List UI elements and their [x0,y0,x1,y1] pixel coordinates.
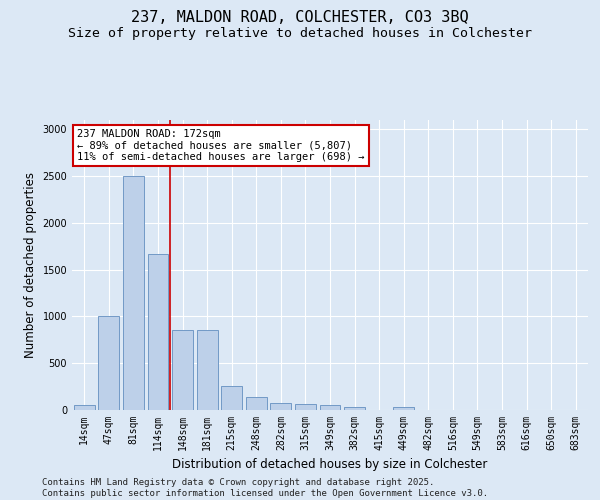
Bar [246,397,267,410]
Bar [393,407,414,410]
Bar [320,406,340,410]
Bar [98,316,119,410]
Bar [172,330,193,410]
Bar [197,330,218,410]
Bar [344,407,365,410]
X-axis label: Distribution of detached houses by size in Colchester: Distribution of detached houses by size … [172,458,488,471]
Bar [295,404,316,410]
Bar [123,176,144,410]
Text: Contains HM Land Registry data © Crown copyright and database right 2025.
Contai: Contains HM Land Registry data © Crown c… [42,478,488,498]
Y-axis label: Number of detached properties: Number of detached properties [24,172,37,358]
Text: 237 MALDON ROAD: 172sqm
← 89% of detached houses are smaller (5,807)
11% of semi: 237 MALDON ROAD: 172sqm ← 89% of detache… [77,128,365,162]
Bar [221,386,242,410]
Bar [271,403,292,410]
Text: Size of property relative to detached houses in Colchester: Size of property relative to detached ho… [68,28,532,40]
Bar [74,406,95,410]
Text: 237, MALDON ROAD, COLCHESTER, CO3 3BQ: 237, MALDON ROAD, COLCHESTER, CO3 3BQ [131,10,469,25]
Bar [148,254,169,410]
